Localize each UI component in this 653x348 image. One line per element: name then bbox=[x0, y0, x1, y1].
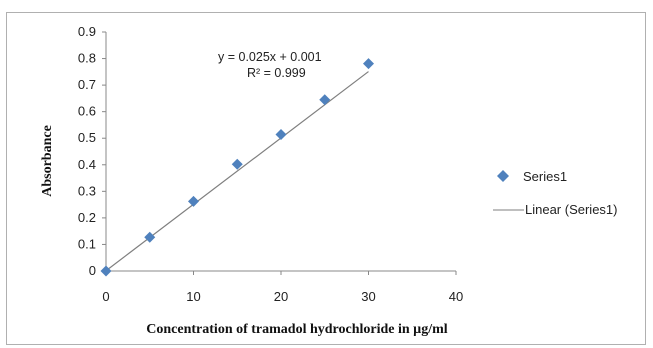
data-point bbox=[363, 58, 374, 70]
trendline-r2: R² = 0.999 bbox=[247, 66, 306, 80]
x-axis-label: Concentration of tramadol hydrochloride … bbox=[146, 322, 448, 337]
data-point bbox=[100, 265, 112, 277]
data-point bbox=[231, 158, 243, 170]
y-tick-label: 0.8 bbox=[78, 51, 96, 66]
legend-label-series1: Series1 bbox=[523, 169, 567, 184]
x-tick-label: 30 bbox=[361, 289, 375, 304]
x-axis-ticks: 0 10 20 30 40 bbox=[102, 271, 463, 304]
data-point bbox=[275, 129, 287, 141]
legend-marker-series1 bbox=[497, 170, 509, 182]
x-tick-label: 10 bbox=[186, 289, 200, 304]
x-tick-label: 0 bbox=[102, 289, 109, 304]
data-points bbox=[100, 58, 374, 277]
x-tick-label: 40 bbox=[449, 289, 463, 304]
y-tick-label: 0.6 bbox=[78, 104, 96, 119]
y-tick-label: 0.4 bbox=[78, 157, 96, 172]
chart-svg: 0 0.1 0.2 0.3 0.4 0.5 0.6 0.7 0.8 0.9 0 10 20 30 40 y… bbox=[40, 24, 618, 337]
trendline-equation: y = 0.025x + 0.001 bbox=[218, 50, 322, 64]
y-axis-label: Absorbance bbox=[40, 125, 55, 197]
y-tick-label: 0.2 bbox=[78, 210, 96, 225]
data-point bbox=[319, 94, 331, 106]
y-tick-label: 0.5 bbox=[78, 130, 96, 145]
y-tick-label: 0.3 bbox=[78, 183, 96, 198]
x-tick-label: 20 bbox=[274, 289, 288, 304]
trendline bbox=[105, 71, 369, 272]
y-tick-label: 0.1 bbox=[78, 236, 96, 251]
data-point bbox=[188, 195, 199, 207]
y-axis-ticks: 0 0.1 0.2 0.3 0.4 0.5 0.6 0.7 0.8 0.9 bbox=[78, 24, 106, 278]
y-tick-label: 0.7 bbox=[78, 77, 96, 92]
data-point bbox=[144, 231, 156, 243]
legend: Series1 Linear (Series1) bbox=[493, 169, 618, 217]
y-tick-label: 0 bbox=[89, 263, 96, 278]
legend-label-trendline: Linear (Series1) bbox=[525, 202, 618, 217]
y-tick-label: 0.9 bbox=[78, 24, 96, 39]
chart-frame: 0 0.1 0.2 0.3 0.4 0.5 0.6 0.7 0.8 0.9 0 10 20 30 40 y… bbox=[6, 12, 646, 345]
